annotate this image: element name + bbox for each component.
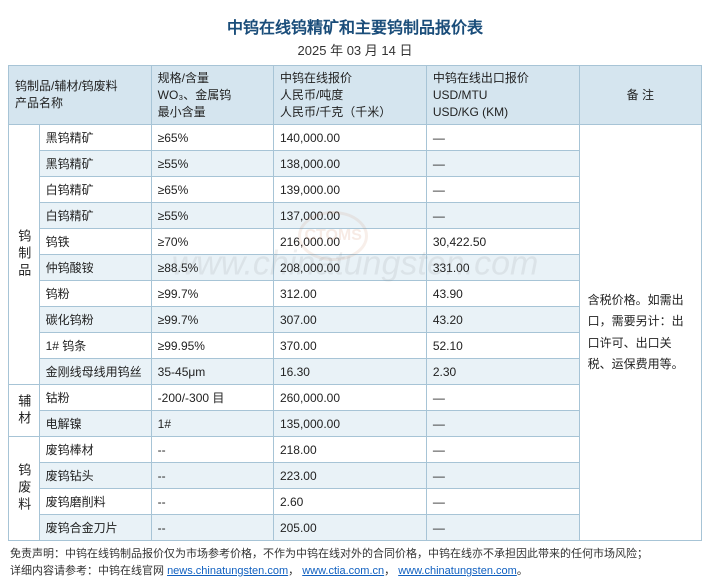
cell-spec: --	[151, 437, 273, 463]
group-label: 钨废料	[9, 437, 40, 541]
cell-name: 钨铁	[39, 229, 151, 255]
cell-usd: —	[426, 489, 579, 515]
cell-usd: 52.10	[426, 333, 579, 359]
group-label: 辅材	[9, 385, 40, 437]
disclaimer-text: 免责声明：中钨在线钨制品报价仅为市场参考价格，不作为中钨在线对外的合同价格，中钨…	[10, 548, 648, 560]
cell-rmb: 307.00	[273, 307, 426, 333]
cell-spec: ≥55%	[151, 203, 273, 229]
cell-name: 废钨磨削料	[39, 489, 151, 515]
footer-link-2[interactable]: www.chinatungsten.com	[398, 565, 517, 577]
cell-spec: ≥70%	[151, 229, 273, 255]
cell-spec: 35-45μm	[151, 359, 273, 385]
cell-rmb: 223.00	[273, 463, 426, 489]
cell-usd: —	[426, 125, 579, 151]
cell-rmb: 218.00	[273, 437, 426, 463]
report-date: 2025 年 03 月 14 日	[8, 40, 702, 65]
cell-usd: 43.90	[426, 281, 579, 307]
cell-name: 1# 钨条	[39, 333, 151, 359]
header-spec: 规格/含量 WO₃、金属钨 最小含量	[151, 66, 273, 125]
cell-name: 仲钨酸铵	[39, 255, 151, 281]
footer-link-1[interactable]: www.ctia.com.cn	[302, 565, 384, 577]
cell-name: 黑钨精矿	[39, 125, 151, 151]
cell-name: 碳化钨粉	[39, 307, 151, 333]
cell-spec: 1#	[151, 411, 273, 437]
cell-rmb: 312.00	[273, 281, 426, 307]
cell-usd: 43.20	[426, 307, 579, 333]
cell-spec: --	[151, 515, 273, 541]
cell-rmb: 205.00	[273, 515, 426, 541]
cell-name: 废钨合金刀片	[39, 515, 151, 541]
cell-name: 黑钨精矿	[39, 151, 151, 177]
cell-spec: ≥65%	[151, 177, 273, 203]
cell-spec: ≥65%	[151, 125, 273, 151]
cell-spec: -200/-300 目	[151, 385, 273, 411]
cell-name: 金刚线母线用钨丝	[39, 359, 151, 385]
cell-usd: —	[426, 411, 579, 437]
cell-rmb: 139,000.00	[273, 177, 426, 203]
cell-name: 钴粉	[39, 385, 151, 411]
group-label: 钨制品	[9, 125, 40, 385]
cell-rmb: 140,000.00	[273, 125, 426, 151]
cell-spec: ≥99.7%	[151, 281, 273, 307]
cell-usd: —	[426, 177, 579, 203]
cell-spec: --	[151, 463, 273, 489]
cell-spec: ≥99.7%	[151, 307, 273, 333]
header-product: 钨制品/辅材/钨废料 产品名称	[9, 66, 152, 125]
cell-rmb: 2.60	[273, 489, 426, 515]
cell-rmb: 216,000.00	[273, 229, 426, 255]
cell-usd: 30,422.50	[426, 229, 579, 255]
cell-spec: ≥55%	[151, 151, 273, 177]
cell-usd: —	[426, 463, 579, 489]
cell-spec: ≥99.95%	[151, 333, 273, 359]
table-row: 钨制品黑钨精矿≥65%140,000.00—含税价格。如需出口，需要另计：出口许…	[9, 125, 702, 151]
cell-rmb: 16.30	[273, 359, 426, 385]
cell-rmb: 137,000.00	[273, 203, 426, 229]
cell-name: 白钨精矿	[39, 203, 151, 229]
footer-link-0[interactable]: news.chinatungsten.com	[167, 565, 288, 577]
header-rmb: 中钨在线报价 人民币/吨度 人民币/千克（千米）	[273, 66, 426, 125]
cell-usd: 331.00	[426, 255, 579, 281]
header-remark: 备 注	[579, 66, 701, 125]
cell-usd: —	[426, 437, 579, 463]
detail-prefix: 详细内容请参考：中钨在线官网	[10, 565, 167, 577]
cell-name: 废钨棒材	[39, 437, 151, 463]
footer: 免责声明：中钨在线钨制品报价仅为市场参考价格，不作为中钨在线对外的合同价格，中钨…	[8, 541, 702, 579]
cell-name: 废钨钻头	[39, 463, 151, 489]
cell-name: 电解镍	[39, 411, 151, 437]
remark-cell: 含税价格。如需出口，需要另计：出口许可、出口关税、运保费用等。	[579, 125, 701, 541]
cell-spec: ≥88.5%	[151, 255, 273, 281]
cell-usd: 2.30	[426, 359, 579, 385]
page-title: 中钨在线钨精矿和主要钨制品报价表	[8, 8, 702, 40]
cell-rmb: 138,000.00	[273, 151, 426, 177]
cell-rmb: 370.00	[273, 333, 426, 359]
cell-usd: —	[426, 203, 579, 229]
cell-name: 白钨精矿	[39, 177, 151, 203]
cell-usd: —	[426, 385, 579, 411]
cell-usd: —	[426, 151, 579, 177]
cell-spec: --	[151, 489, 273, 515]
price-table: 钨制品/辅材/钨废料 产品名称 规格/含量 WO₃、金属钨 最小含量 中钨在线报…	[8, 65, 702, 541]
header-usd: 中钨在线出口报价 USD/MTU USD/KG (KM)	[426, 66, 579, 125]
cell-name: 钨粉	[39, 281, 151, 307]
cell-rmb: 260,000.00	[273, 385, 426, 411]
cell-rmb: 208,000.00	[273, 255, 426, 281]
cell-rmb: 135,000.00	[273, 411, 426, 437]
header-row: 钨制品/辅材/钨废料 产品名称 规格/含量 WO₃、金属钨 最小含量 中钨在线报…	[9, 66, 702, 125]
cell-usd: —	[426, 515, 579, 541]
